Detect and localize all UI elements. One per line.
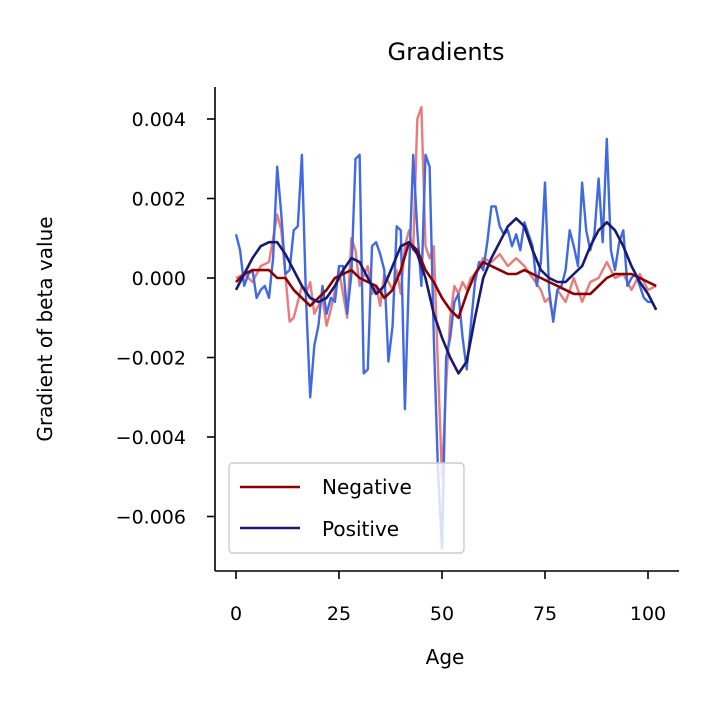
y-tick-label: −0.002 <box>116 348 186 370</box>
legend: Negative Positive <box>229 463 464 553</box>
y-tick-label: −0.006 <box>116 507 186 529</box>
y-tick-label: 0.004 <box>132 109 186 131</box>
y-tick-label: 0.002 <box>132 189 186 211</box>
x-tick-label: 100 <box>630 603 666 625</box>
legend-label-positive: Positive <box>322 517 399 541</box>
x-tick-label: 75 <box>533 603 557 625</box>
chart-title: Gradients <box>388 38 505 66</box>
x-axis-title: Age <box>426 645 465 669</box>
x-axis: 0 25 50 75 100 <box>215 571 679 625</box>
legend-label-negative: Negative <box>322 475 412 499</box>
y-tick-label: −0.004 <box>116 427 186 449</box>
x-tick-label: 50 <box>430 603 454 625</box>
x-tick-label: 25 <box>327 603 351 625</box>
y-axis-title: Gradient of beta value <box>33 216 57 441</box>
y-axis: 0.004 0.002 0.000 −0.002 −0.004 −0.006 <box>116 87 215 571</box>
y-tick-label: 0.000 <box>132 268 186 290</box>
x-tick-label: 0 <box>230 603 242 625</box>
